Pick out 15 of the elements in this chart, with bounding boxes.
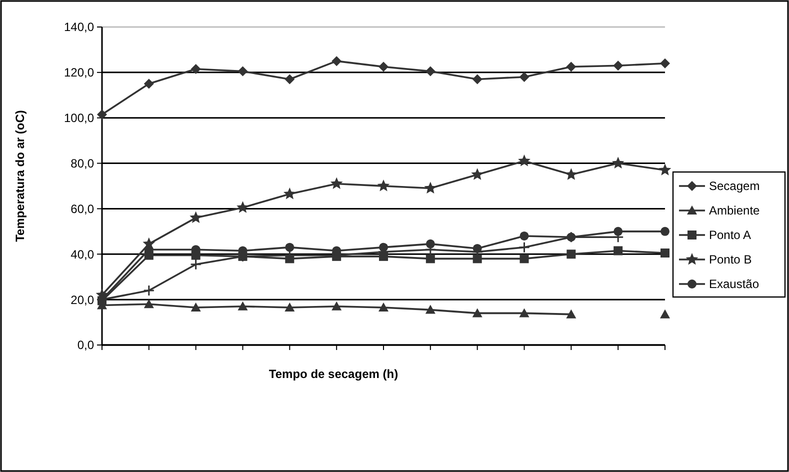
legend-label: Ponto A	[709, 228, 752, 242]
y-tick-label: 40,0	[70, 247, 94, 262]
y-tick-label: 20,0	[70, 292, 94, 307]
y-axis-title: Temperatura do ar (oC)	[13, 110, 27, 242]
legend-label: Secagem	[709, 179, 760, 194]
y-tick-label: 0,0	[77, 338, 94, 352]
legend-label: Ponto B	[709, 252, 752, 267]
y-tick-label: 140,0	[64, 20, 94, 34]
x-axis-title: Tempo de secagem (h)	[268, 367, 398, 381]
legend-label: Exaustão	[709, 277, 760, 292]
y-tick-label: 100,0	[64, 111, 94, 126]
y-tick-label: 80,0	[70, 156, 94, 170]
legend-label: Ambiente	[709, 204, 760, 218]
y-tick-label: 60,0	[70, 202, 94, 216]
y-tick-label: 120,0	[64, 66, 94, 80]
